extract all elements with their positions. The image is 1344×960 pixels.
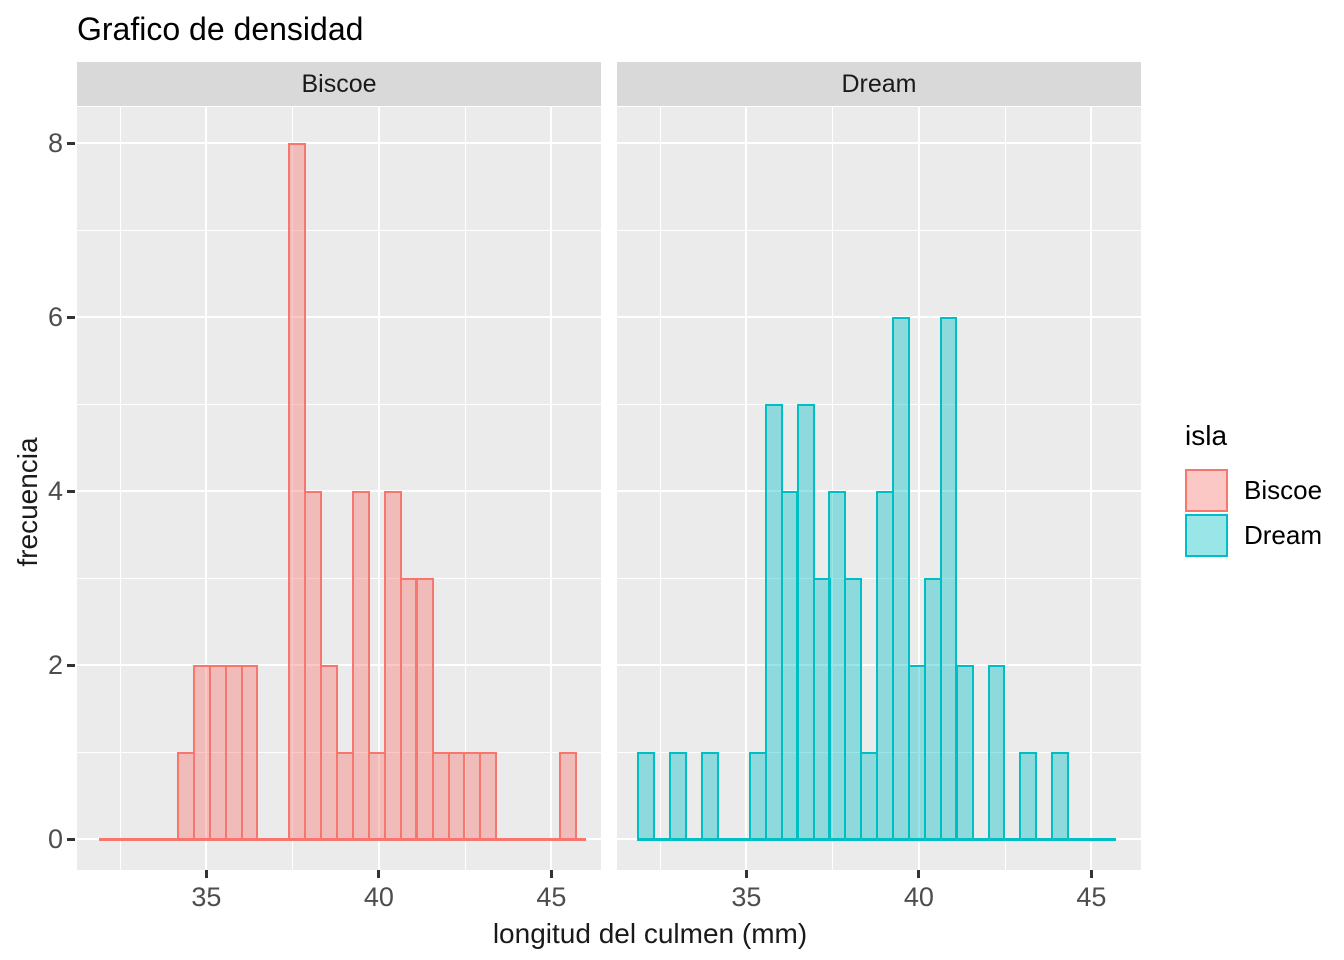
histogram-bar [399,578,418,841]
panel-biscoe [77,107,601,870]
legend-swatch-biscoe [1185,469,1228,512]
x-tick-label: 45 [1076,882,1107,912]
x-tick-label: 35 [731,882,762,912]
histogram-bar [844,578,862,841]
histogram-bar [319,665,338,841]
histogram-bar [859,752,878,841]
x-tick-mark [549,870,553,878]
legend-label-biscoe: Biscoe [1244,475,1323,505]
histogram-bar [637,752,656,841]
x-tick-mark [917,870,921,878]
y-tick-mark [67,489,75,493]
x-tick-label: 35 [191,882,222,912]
y-minor-gridline [77,403,601,405]
x-major-gridline [745,107,748,870]
facet-strip-label-dream: Dream [841,69,917,98]
histogram-bar [1051,752,1069,841]
legend-title: isla [1185,420,1228,451]
y-minor-gridline [617,577,1141,579]
y-axis-title: frecuencia [12,437,43,567]
y-minor-gridline [77,229,601,231]
y-tick-mark [67,315,75,319]
legend-label-dream: Dream [1244,520,1323,550]
y-major-gridline [617,664,1141,666]
x-minor-gridline [119,107,121,870]
histogram-bar [240,665,259,841]
y-major-gridline [77,316,601,318]
y-tick-label: 8 [47,128,63,158]
x-tick-label: 45 [536,882,567,912]
histogram-bar [780,491,799,841]
y-tick-label: 0 [47,824,63,854]
histogram-bar [415,578,434,841]
y-major-gridline [617,316,1141,318]
y-minor-gridline [77,577,601,579]
y-minor-gridline [617,403,1141,405]
x-axis-title: longitud del culmen (mm) [492,918,808,949]
y-tick-mark [67,837,75,841]
legend-key-biscoe: Biscoe [1185,468,1335,513]
legend-key-dream: Dream [1185,513,1335,558]
x-minor-gridline [464,107,466,870]
x-minor-gridline [659,107,661,870]
histogram-bar [558,752,577,841]
y-major-gridline [77,664,601,666]
y-tick-label: 6 [47,302,63,332]
y-minor-gridline [617,751,1141,753]
histogram-bar [939,317,958,841]
x-major-gridline [205,107,208,870]
panel-dream [617,107,1141,870]
y-major-gridline [77,490,601,492]
facet-strip-dream: Dream [617,62,1141,106]
x-major-gridline [1090,107,1093,870]
y-tick-label: 4 [47,476,63,506]
x-minor-gridline [292,107,294,870]
histogram-bar [352,491,370,841]
x-tick-mark [377,870,381,878]
histogram-bar [955,665,974,841]
x-minor-gridline [832,107,834,870]
histogram-bar [669,752,687,841]
y-tick-mark [67,141,75,145]
histogram-bar [987,665,1006,841]
histogram-bar [479,752,498,841]
y-tick-label: 2 [47,650,63,680]
y-minor-gridline [617,229,1141,231]
y-tick-mark [67,663,75,667]
facet-strip-label-biscoe: Biscoe [301,69,377,98]
y-major-gridline [77,142,601,144]
plot-title: Grafico de densidad [77,11,364,47]
x-major-gridline [377,107,380,870]
x-tick-label: 40 [903,882,934,912]
x-tick-mark [744,870,748,878]
legend-swatch-dream [1185,514,1228,557]
x-major-gridline [550,107,553,870]
x-minor-gridline [1004,107,1006,870]
x-tick-mark [1089,870,1093,878]
legend: isla Biscoe Dream [1185,420,1335,558]
histogram-bar [1019,752,1038,841]
histogram-bar [892,317,910,841]
x-tick-mark [204,870,208,878]
y-major-gridline [617,142,1141,144]
x-major-gridline [917,107,920,870]
histogram-bar [701,752,720,841]
facet-strip-biscoe: Biscoe [77,62,601,106]
x-tick-label: 40 [363,882,394,912]
